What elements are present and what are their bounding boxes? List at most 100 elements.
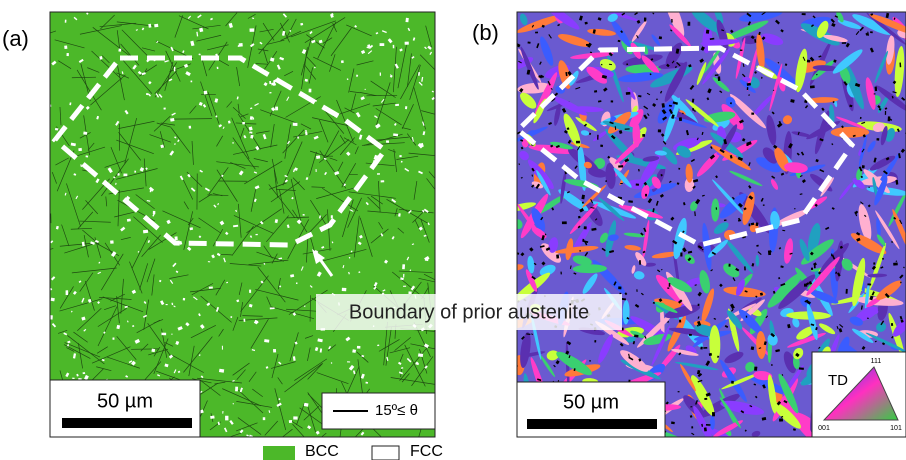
fcc-speck [273, 349, 276, 353]
fcc-speck [66, 290, 69, 295]
fcc-speck [405, 18, 408, 22]
fcc-speck [151, 349, 155, 353]
fcc-speck [183, 298, 185, 301]
fcc-speck [190, 227, 193, 230]
unindexed-speck [634, 335, 638, 338]
fcc-speck [249, 28, 254, 32]
unindexed-speck [611, 100, 613, 102]
fcc-speck [403, 286, 406, 287]
unindexed-speck [746, 316, 747, 318]
unindexed-speck [669, 283, 671, 287]
unindexed-speck [585, 22, 588, 25]
panel-label: (a) [2, 26, 29, 51]
fcc-speck [249, 131, 252, 133]
unindexed-speck [584, 226, 587, 229]
unindexed-speck [644, 18, 646, 22]
unindexed-speck [807, 60, 810, 63]
fcc-speck [296, 282, 298, 284]
unindexed-speck [749, 223, 751, 226]
unindexed-speck [730, 102, 732, 104]
unindexed-speck [867, 283, 871, 285]
unindexed-speck [794, 208, 795, 209]
unindexed-speck [731, 381, 734, 384]
fcc-speck [242, 122, 245, 124]
fcc-speck [377, 173, 380, 175]
fcc-speck [134, 171, 136, 173]
fcc-speck [222, 346, 223, 350]
fcc-speck [99, 56, 102, 60]
unindexed-speck [642, 134, 645, 137]
unindexed-speck [874, 87, 877, 92]
unindexed-speck [893, 263, 898, 266]
unindexed-speck [582, 239, 584, 242]
fcc-speck [393, 45, 395, 48]
fcc-speck [263, 417, 265, 420]
unindexed-speck [754, 367, 757, 371]
fcc-speck [67, 53, 69, 56]
unindexed-speck [618, 40, 621, 42]
unindexed-speck [846, 289, 848, 294]
fcc-speck [166, 304, 168, 305]
unindexed-speck [594, 90, 597, 92]
legend-swatch [263, 446, 295, 460]
fcc-speck [209, 286, 213, 288]
unindexed-speck [562, 221, 567, 224]
unindexed-speck [869, 187, 870, 188]
fcc-speck [132, 325, 134, 327]
unindexed-speck [799, 367, 804, 369]
fcc-speck [191, 81, 193, 83]
fcc-speck [418, 353, 423, 357]
unindexed-speck [680, 253, 682, 257]
fcc-speck [316, 155, 320, 159]
unindexed-speck [688, 22, 691, 26]
unindexed-speck [842, 42, 846, 44]
unindexed-speck [862, 165, 865, 168]
fcc-speck [154, 24, 158, 28]
fcc-speck [381, 180, 385, 182]
unindexed-speck [535, 32, 538, 34]
fcc-speck [161, 333, 166, 336]
unindexed-speck [831, 254, 832, 257]
fcc-speck [303, 214, 305, 216]
figure: (a) (b) Boundary of prior austenite 50 µ… [0, 0, 906, 460]
unindexed-speck [888, 116, 891, 121]
fcc-speck [112, 337, 114, 339]
fcc-speck [275, 107, 278, 111]
fcc-speck [290, 30, 291, 32]
fcc-speck [249, 290, 251, 293]
ipf-direction: TD [828, 372, 848, 389]
fcc-speck [204, 91, 208, 95]
unindexed-speck [706, 424, 711, 426]
unindexed-speck [606, 180, 607, 182]
fcc-speck [271, 83, 275, 86]
unindexed-speck [715, 74, 719, 76]
lath-boundary [13, 248, 53, 259]
fcc-speck [250, 116, 253, 120]
unindexed-speck [698, 304, 700, 306]
fcc-speck [347, 361, 350, 362]
fcc-speck [210, 416, 214, 419]
unindexed-speck [891, 323, 893, 326]
fcc-speck [146, 93, 149, 95]
unindexed-speck [874, 93, 876, 94]
legend-label: 15º≤ θ [375, 402, 418, 419]
unindexed-speck [601, 64, 602, 65]
fcc-speck [243, 319, 245, 322]
fcc-speck [65, 20, 67, 23]
unindexed-speck [636, 289, 637, 292]
fcc-speck [143, 230, 148, 234]
unindexed-speck [671, 19, 673, 23]
fcc-speck [342, 288, 347, 292]
fcc-speck [264, 339, 269, 342]
unindexed-speck [704, 398, 707, 400]
scale-label: 50 µm [97, 390, 153, 412]
legend-swatch [372, 446, 399, 460]
unindexed-speck [703, 347, 707, 349]
panel-label: (b) [472, 20, 499, 45]
fcc-speck [86, 155, 89, 157]
unindexed-speck [594, 340, 596, 342]
fcc-speck [341, 60, 344, 63]
unindexed-speck [810, 85, 815, 88]
unindexed-speck [728, 264, 730, 267]
unindexed-speck [658, 129, 661, 132]
